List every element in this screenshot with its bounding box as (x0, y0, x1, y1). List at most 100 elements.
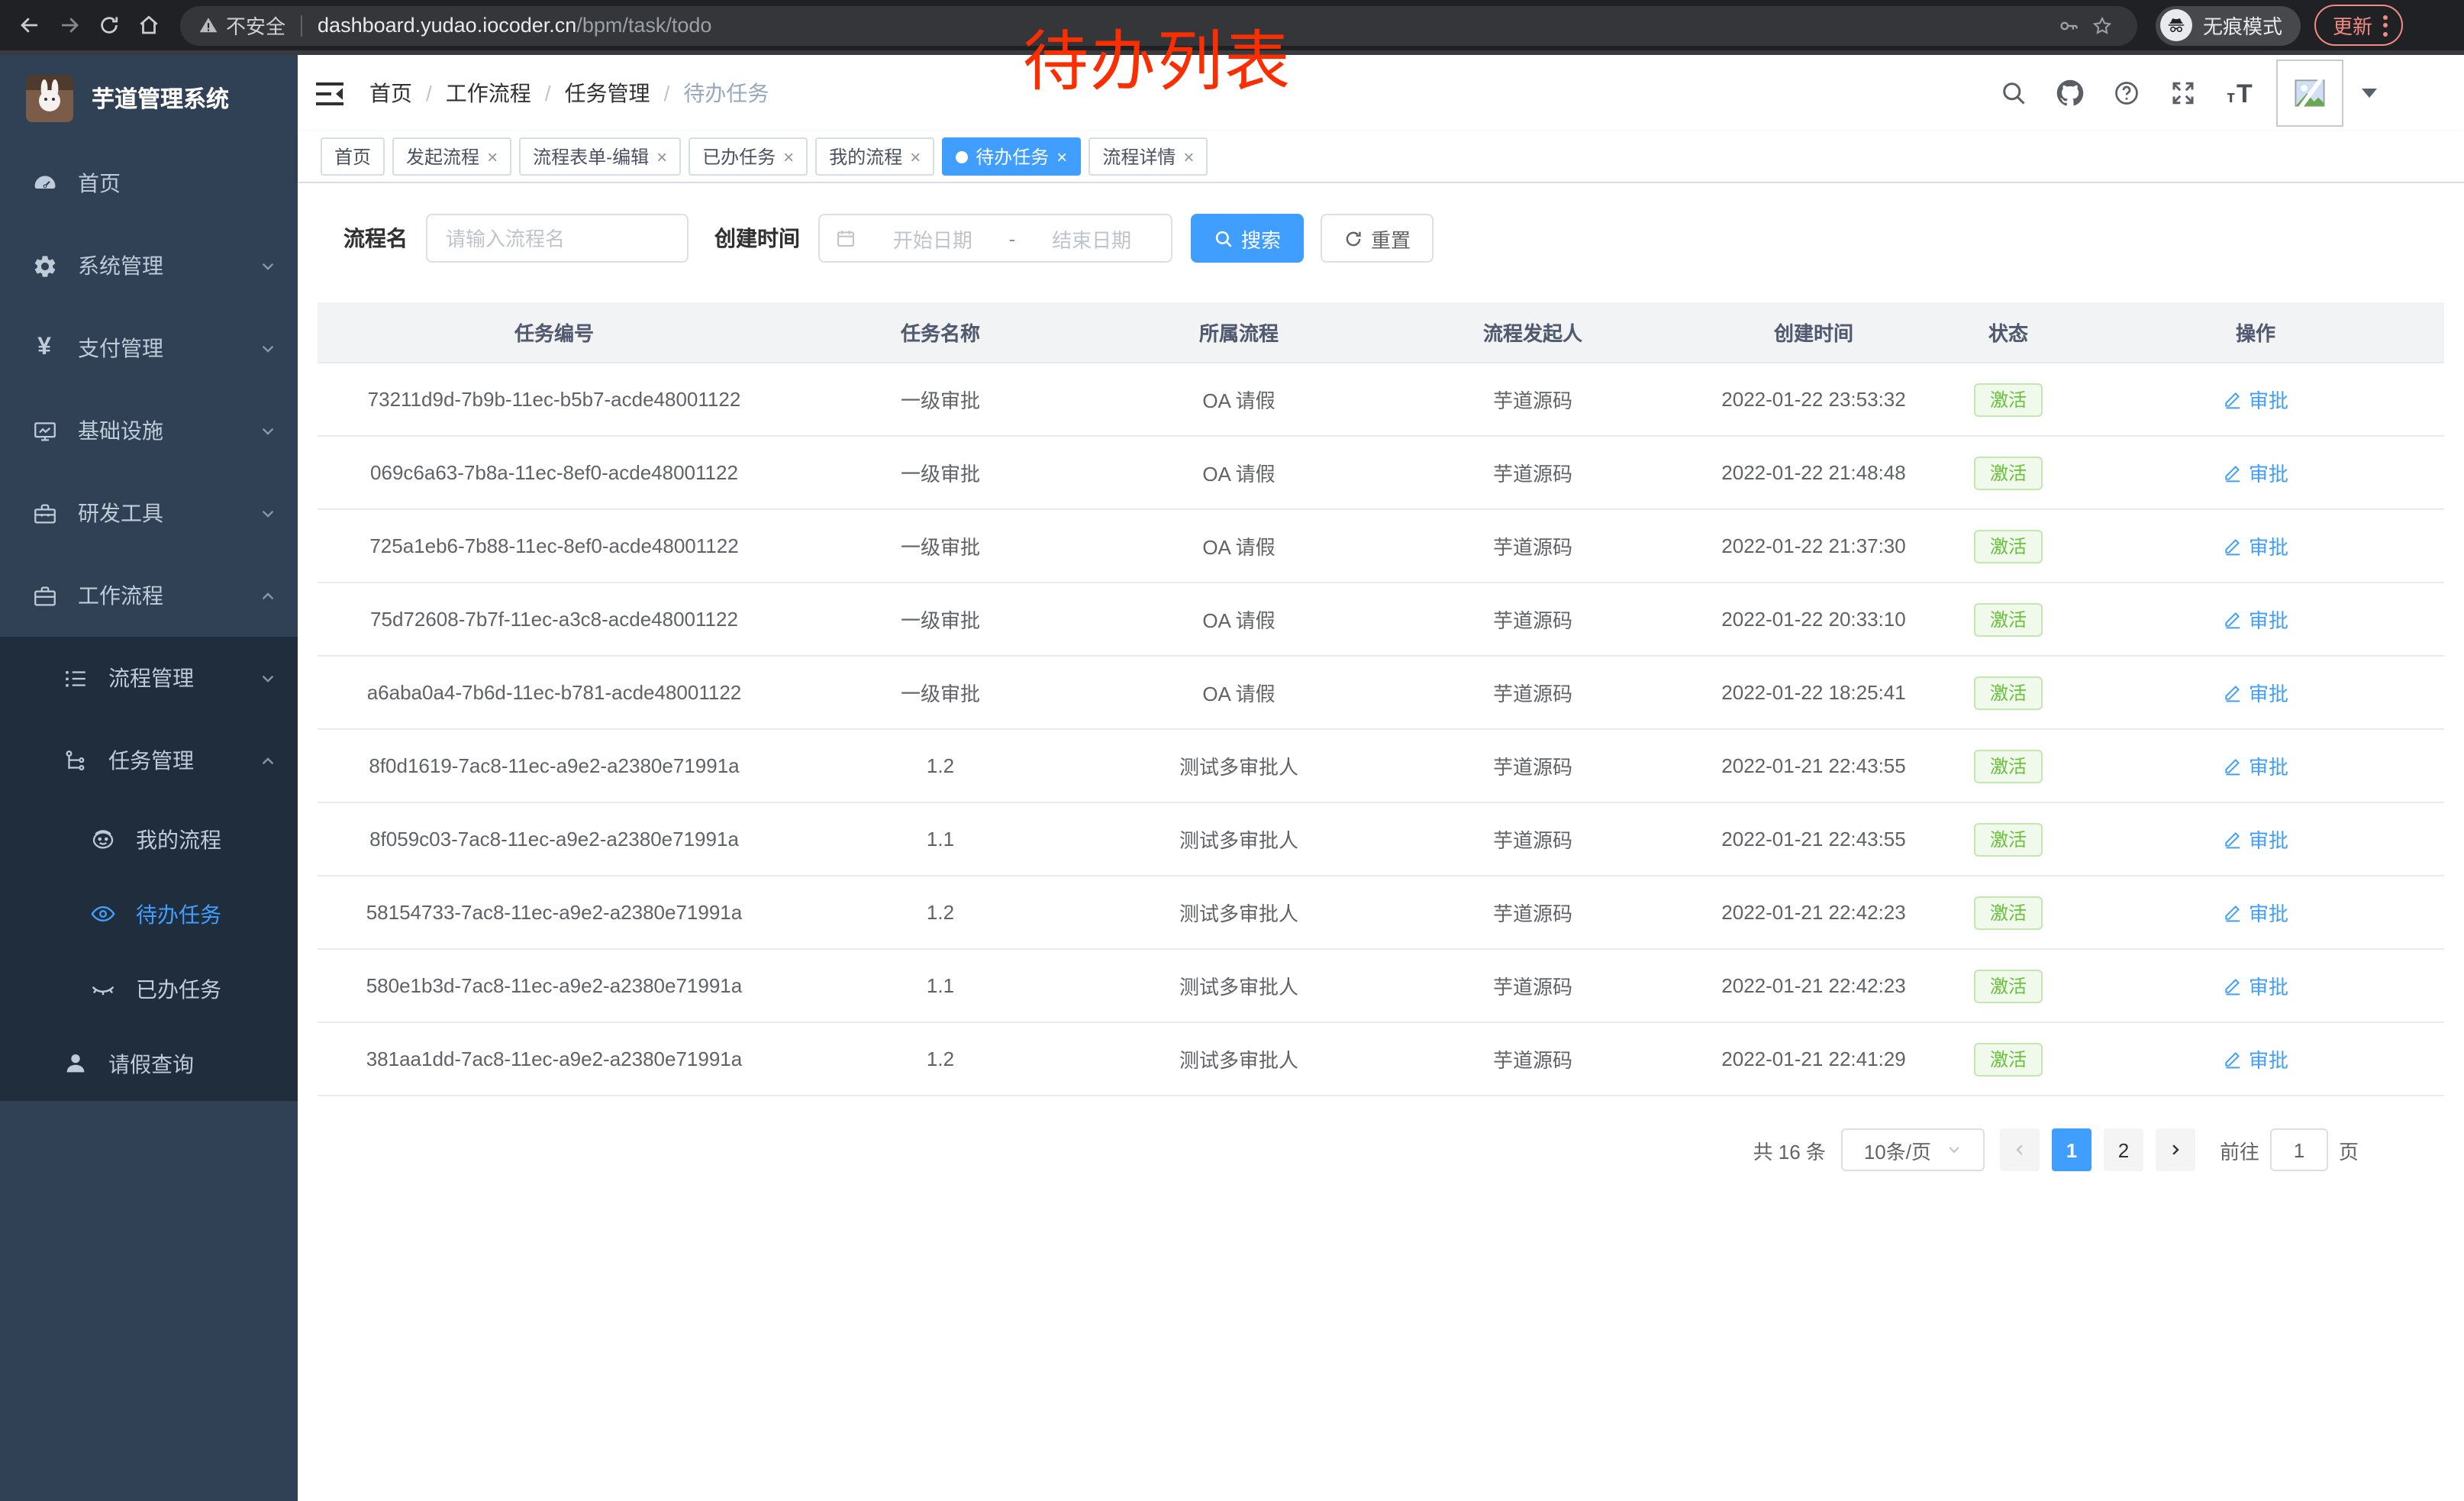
sidebar-item-workflow[interactable]: 工作流程 (0, 554, 298, 637)
cell-starter: 芋道源码 (1388, 656, 1678, 730)
cell-starter: 芋道源码 (1388, 802, 1678, 876)
github-icon[interactable] (2050, 73, 2090, 113)
search-icon[interactable] (1994, 73, 2033, 113)
sidebar-item-leave-query[interactable]: 请假查询 (0, 1026, 298, 1101)
cell-task-name: 一级审批 (791, 509, 1090, 583)
kebab-menu-icon[interactable] (2383, 15, 2388, 36)
approve-button[interactable]: 审批 (2223, 458, 2288, 487)
tab-process-detail[interactable]: 流程详情 × (1088, 137, 1208, 176)
address-bar[interactable]: 不安全 dashboard.yudao.iocoder.cn/bpm/task/… (180, 5, 2137, 45)
close-icon[interactable]: × (1056, 146, 1068, 167)
tab-start-process[interactable]: 发起流程 × (392, 137, 512, 176)
cell-process: OA 请假 (1090, 436, 1388, 510)
cell-task-name: 一级审批 (791, 436, 1090, 510)
chevron-down-icon (262, 427, 274, 434)
sidebar-item-payment[interactable]: ¥ 支付管理 (0, 307, 298, 389)
reload-icon[interactable] (89, 5, 128, 45)
app-logo-row[interactable]: 芋道管理系统 (0, 55, 298, 142)
table-row: 75d72608-7b7f-11ec-a3c8-acde48001122 一级审… (318, 583, 2444, 657)
close-icon[interactable]: × (1183, 146, 1195, 167)
date-range-picker[interactable]: 开始日期 - 结束日期 (818, 214, 1172, 263)
status-badge: 激活 (1974, 676, 2042, 709)
sidebar-item-process-mgmt[interactable]: 流程管理 (0, 637, 298, 719)
cell-created: 2022-01-22 20:33:10 (1678, 583, 1950, 657)
forward-icon[interactable] (49, 5, 89, 45)
cell-starter: 芋道源码 (1388, 1022, 1678, 1096)
caret-down-icon[interactable] (2362, 89, 2377, 98)
sidebar-item-task-mgmt[interactable]: 任务管理 (0, 719, 298, 802)
table-row: 8f059c03-7ac8-11ec-a9e2-a2380e71991a 1.1… (318, 802, 2444, 876)
close-icon[interactable]: × (783, 146, 795, 167)
security-chip[interactable]: 不安全 (198, 11, 285, 40)
cell-process: 测试多审批人 (1090, 876, 1388, 950)
sidebar-item-infra[interactable]: 基础设施 (0, 389, 298, 472)
sidebar-item-devtools[interactable]: 研发工具 (0, 472, 298, 554)
hamburger-icon[interactable] (302, 66, 357, 121)
refresh-icon (1346, 231, 1361, 246)
gear-icon (31, 252, 58, 279)
star-icon[interactable] (2085, 8, 2119, 42)
breadcrumb-task-mgmt[interactable]: 任务管理 (564, 81, 650, 105)
cell-created: 2022-01-21 22:43:55 (1678, 729, 1950, 803)
question-icon[interactable] (2107, 73, 2146, 113)
approve-button[interactable]: 审批 (2223, 751, 2288, 780)
page-button-2[interactable]: 2 (2103, 1128, 2143, 1171)
approve-button[interactable]: 审批 (2223, 825, 2288, 854)
col-starter: 流程发起人 (1388, 302, 1678, 363)
close-icon[interactable]: × (910, 146, 921, 167)
sidebar-item-home[interactable]: 首页 (0, 142, 298, 224)
reset-button[interactable]: 重置 (1321, 214, 1434, 263)
breadcrumb-workflow[interactable]: 工作流程 (445, 81, 531, 105)
avatar[interactable] (2276, 60, 2343, 127)
update-label: 更新 (2333, 15, 2373, 38)
cell-created: 2022-01-21 22:42:23 (1678, 949, 1950, 1023)
prev-page-button[interactable] (1999, 1128, 2040, 1171)
search-button[interactable]: 搜索 (1191, 214, 1305, 263)
tab-home[interactable]: 首页 (321, 137, 385, 176)
status-badge: 激活 (1974, 822, 2042, 856)
breadcrumb: 首页 / 工作流程 / 任务管理 / 待办任务 (369, 78, 769, 108)
cell-process: 测试多审批人 (1090, 802, 1388, 876)
approve-button[interactable]: 审批 (2223, 1044, 2288, 1073)
sidebar-item-todo-tasks[interactable]: 待办任务 (0, 876, 298, 951)
key-icon[interactable] (2052, 8, 2085, 42)
tab-my-process[interactable]: 我的流程 × (815, 137, 935, 176)
cell-starter: 芋道源码 (1388, 876, 1678, 950)
breadcrumb-current: 待办任务 (683, 81, 769, 105)
cell-starter: 芋道源码 (1388, 729, 1678, 803)
page-size-select[interactable]: 10条/页 (1840, 1128, 1985, 1171)
back-icon[interactable] (9, 5, 49, 45)
approve-button[interactable]: 审批 (2223, 605, 2288, 634)
sidebar-item-label: 已办任务 (136, 976, 221, 1001)
approve-button[interactable]: 审批 (2223, 971, 2288, 1000)
cell-process: OA 请假 (1090, 656, 1388, 730)
approve-button[interactable]: 审批 (2223, 385, 2288, 414)
sidebar-item-system[interactable]: 系统管理 (0, 224, 298, 307)
eye-icon (89, 900, 116, 928)
sidebar-item-my-process[interactable]: 我的流程 (0, 802, 298, 876)
tab-form-edit[interactable]: 流程表单-编辑 × (519, 137, 682, 176)
process-name-input[interactable] (426, 214, 689, 263)
page-button-1[interactable]: 1 (2051, 1128, 2091, 1171)
tab-todo-tasks[interactable]: 待办任务 × (942, 137, 1082, 176)
breadcrumb-home[interactable]: 首页 (369, 81, 412, 105)
sidebar-item-done-tasks[interactable]: 已办任务 (0, 951, 298, 1026)
fullscreen-icon[interactable] (2163, 73, 2203, 113)
pencil-icon (2225, 612, 2240, 629)
update-button[interactable]: 更新 (2314, 5, 2404, 46)
close-icon[interactable]: × (487, 146, 498, 167)
eye-closed-icon (89, 975, 116, 1002)
breadcrumb-separator: / (663, 81, 670, 105)
home-icon[interactable] (128, 5, 168, 45)
table-header-row: 任务编号 任务名称 所属流程 流程发起人 创建时间 状态 操作 (318, 302, 2444, 363)
goto-page-input[interactable] (2269, 1128, 2328, 1171)
table-row: 58154733-7ac8-11ec-a9e2-a2380e71991a 1.2… (318, 876, 2444, 950)
tab-done-tasks[interactable]: 已办任务 × (689, 137, 808, 176)
approve-button[interactable]: 审批 (2223, 678, 2288, 707)
next-page-button[interactable] (2155, 1128, 2195, 1171)
close-icon[interactable]: × (656, 146, 668, 167)
approve-button[interactable]: 审批 (2223, 898, 2288, 927)
approve-button[interactable]: 审批 (2223, 531, 2288, 560)
sidebar-item-label: 工作流程 (78, 583, 163, 608)
